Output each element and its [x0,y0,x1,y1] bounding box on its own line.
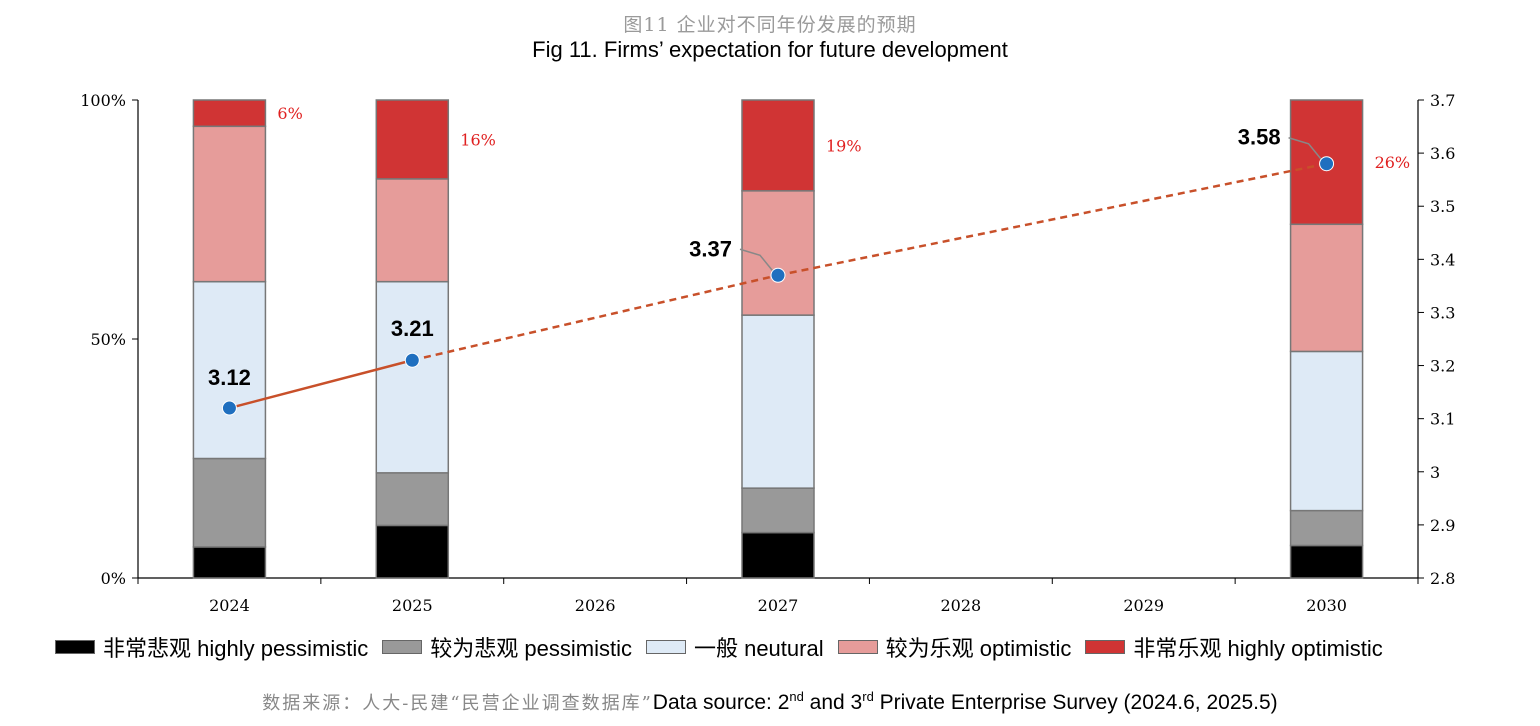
legend-item-highly-optimistic: 非常乐观 highly optimistic [1085,631,1383,663]
data-source-sup-rd: rd [862,689,874,704]
legend-swatch-highly-optimistic [1085,640,1126,654]
bar-segment-highly-pessimistic [192,546,267,579]
bar-segment-pessimistic [375,472,450,527]
legend-label-highly-optimistic: 非常乐观 highly optimistic [1133,636,1383,661]
chart-legend: 非常悲观 highly pessimistic 较为悲观 pessimistic… [55,631,1397,663]
score-line-solid-segment [229,359,413,410]
right-axis-tick-label: 3.3 [1430,303,1455,322]
data-source-en-post: Private Enterprise Survey (2024.6, 2025.… [873,691,1278,714]
bar-segment-optimistic [375,178,450,283]
bar-segment-highly-pessimistic [1289,544,1364,579]
legend-label-neutral: 一般 neutural [693,636,824,661]
share-data-label: 19% [826,136,862,155]
score-data-label: 3.37 [689,236,732,261]
x-axis-tick-label: 2030 [1306,596,1347,615]
data-source-en-pre: Data source: 2 [652,691,790,714]
right-axis-tick-label: 3.5 [1430,197,1455,216]
right-axis-tick-label: 3.4 [1430,250,1455,269]
bar-segment-neutral [1289,350,1364,512]
score-label-leader-line [739,248,774,272]
score-point-marker [770,267,786,283]
score-point-marker [221,400,237,416]
x-axis-tick-label: 2029 [1123,596,1164,615]
bar-segment-highly-optimistic [375,99,450,180]
legend-item-neutral: 一般 neutural [645,631,824,663]
legend-swatch-optimistic [837,640,878,654]
bar-segment-neutral [375,280,450,474]
bar-segment-highly-optimistic [741,99,815,192]
right-axis-tick-label: 3 [1430,463,1440,482]
legend-label-pessimistic: 较为悲观 pessimistic [430,636,632,661]
legend-swatch-highly-pessimistic [55,640,95,654]
x-axis-tick-label: 2025 [392,596,433,615]
score-point-marker [1319,156,1335,172]
legend-label-optimistic: 较为乐观 optimistic [885,636,1072,661]
score-line-dashed-segment [777,162,1327,277]
bar-segment-highly-optimistic [192,99,267,128]
bar-segment-pessimistic [192,457,267,548]
left-axis-tick-label: 50% [90,330,126,349]
share-data-label: 26% [1375,153,1411,172]
bar-segment-pessimistic [741,487,815,534]
data-source-sup-nd: nd [789,689,804,704]
score-data-label: 3.12 [208,365,251,390]
x-axis-tick-label: 2024 [209,596,250,615]
chart-title-zh: 图11 企业对不同年份发展的预期 [623,14,917,36]
left-axis-tick-label: 0% [101,569,126,588]
data-source-en-mid: and 3 [803,691,863,714]
bar-segment-highly-pessimistic [375,524,450,579]
legend-label-highly-pessimistic: 非常悲观 highly pessimistic [103,636,369,661]
legend-item-pessimistic: 较为悲观 pessimistic [382,631,632,663]
legend-swatch-pessimistic [382,640,423,654]
right-axis-tick-label: 3.6 [1430,144,1455,163]
share-data-label: 6% [277,104,302,123]
right-axis-tick-label: 3.2 [1430,357,1455,376]
bar-segment-highly-pessimistic [741,531,815,579]
score-data-label: 3.21 [391,316,434,341]
score-line-dashed-segment [412,274,779,362]
data-source-note: 数据来源：人大-民建“民营企业调查数据库”Data source: 2nd an… [0,689,1540,715]
right-axis-tick-label: 2.9 [1430,516,1455,535]
legend-item-optimistic: 较为乐观 optimistic [837,631,1072,663]
score-label-leader-line [1288,137,1323,161]
bar-segment-pessimistic [1289,509,1364,547]
bar-segment-neutral [192,280,267,460]
score-point-marker [404,352,420,368]
x-axis-tick-label: 2027 [758,596,799,615]
legend-swatch-neutral [645,640,686,654]
bar-segment-optimistic [1289,223,1364,353]
bar-segment-neutral [741,314,815,489]
right-axis-tick-label: 3.1 [1430,410,1455,429]
score-data-label: 3.58 [1238,125,1281,150]
data-source-zh: 数据来源：人大-民建“民营企业调查数据库” [262,693,653,714]
x-axis-tick-label: 2026 [575,596,616,615]
bar-segment-optimistic [192,125,267,283]
right-axis-tick-label: 3.7 [1430,91,1455,110]
chart-title-en: Fig 11. Firms’ expectation for future de… [532,37,1008,62]
legend-item-highly-pessimistic: 非常悲观 highly pessimistic [55,631,368,663]
right-axis-tick-label: 2.8 [1430,569,1455,588]
left-axis-tick-label: 100% [80,91,126,110]
x-axis-tick-label: 2028 [940,596,981,615]
share-data-label: 16% [460,130,496,149]
